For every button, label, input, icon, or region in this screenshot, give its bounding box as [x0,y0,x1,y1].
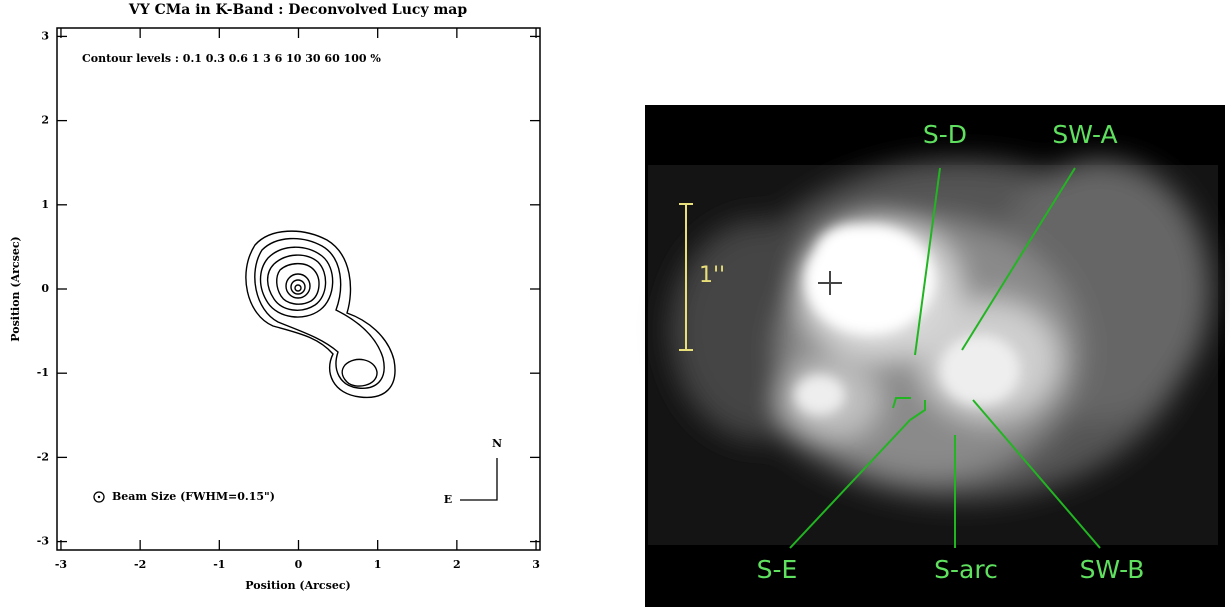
region-label: S-E [757,555,798,584]
y-tick-label: 1 [41,198,49,211]
scale-label: 1'' [699,263,725,288]
y-tick-label: -2 [37,450,49,463]
x-tick-label: 1 [374,558,382,571]
contour-levels: Contour levels : 0.1 0.3 0.6 1 3 6 10 30… [82,52,381,65]
region-label: SW-B [1080,555,1145,584]
region-label: SW-A [1052,120,1117,149]
y-tick-label: 2 [41,114,49,127]
north-label: N [492,437,502,450]
x-tick-label: -3 [55,558,67,571]
contour-plot: VY CMa in K-Band : Deconvolved Lucy map … [9,2,540,592]
region-label: S-arc [934,555,998,584]
y-tick-label: 0 [41,282,49,295]
x-tick-label: 3 [532,558,540,571]
east-label: E [444,493,452,506]
beam-label: Beam Size (FWHM=0.15") [112,490,275,503]
plot-frame [57,28,540,550]
region-label: S-D [923,120,967,149]
chart-title: VY CMa in K-Band : Deconvolved Lucy map [128,2,467,18]
nebula-image: 1'' S-D SW-A S-E S-arc SW-B [645,105,1225,607]
y-tick-label: -3 [37,535,49,548]
compass [460,458,497,500]
x-tick-label: 0 [295,558,303,571]
figure: VY CMa in K-Band : Deconvolved Lucy map … [0,0,1230,607]
y-axis-label: Position (Arcsec) [9,236,22,341]
x-tick-label: -1 [213,558,225,571]
x-tick-label: -2 [134,558,146,571]
x-tick-label: 2 [453,558,461,571]
contours [246,231,395,397]
beam-marker-dot [98,496,100,498]
x-axis-label: Position (Arcsec) [245,579,350,592]
y-tick-label: 3 [41,29,49,42]
y-tick-label: -1 [37,366,49,379]
